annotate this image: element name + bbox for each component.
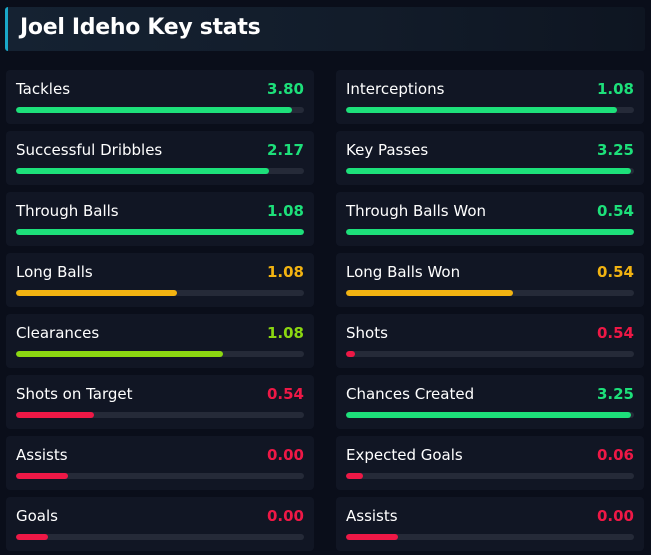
stat-card-expected-goals: Expected Goals 0.06 <box>336 436 644 490</box>
stats-header: Joel Ideho Key stats <box>5 7 645 51</box>
stat-card-shots: Shots 0.54 <box>336 314 644 368</box>
stat-value: 3.25 <box>596 385 634 403</box>
stat-label: Shots on Target <box>16 385 133 403</box>
stat-value: 3.80 <box>266 80 304 98</box>
stat-progress-track <box>346 107 634 113</box>
stat-progress-track <box>16 168 304 174</box>
stat-progress-fill <box>346 351 355 357</box>
stat-progress-fill <box>346 229 634 235</box>
stat-card-tackles: Tackles 3.80 <box>6 70 314 124</box>
stat-card-through-balls-won: Through Balls Won 0.54 <box>336 192 644 246</box>
stat-label: Long Balls <box>16 263 93 281</box>
stat-card-assists: Assists 0.00 <box>336 497 644 551</box>
stat-card-long-balls-won: Long Balls Won 0.54 <box>336 253 644 307</box>
stat-card-through-balls: Through Balls 1.08 <box>6 192 314 246</box>
stat-label: Chances Created <box>346 385 475 403</box>
stat-value: 0.54 <box>266 385 304 403</box>
stat-value: 0.54 <box>596 263 634 281</box>
stat-label: Key Passes <box>346 141 429 159</box>
stat-progress-track <box>16 107 304 113</box>
stat-value: 1.08 <box>266 324 304 342</box>
stat-progress-fill <box>16 534 48 540</box>
stat-label: Expected Goals <box>346 446 463 464</box>
stat-label: Through Balls <box>16 202 119 220</box>
stat-value: 0.00 <box>266 446 304 464</box>
stat-progress-fill <box>346 107 617 113</box>
stat-progress-track <box>346 290 634 296</box>
stat-card-shots-on-target: Shots on Target 0.54 <box>6 375 314 429</box>
stat-label: Assists <box>346 507 398 525</box>
stat-value: 0.54 <box>596 202 634 220</box>
stat-label: Tackles <box>16 80 71 98</box>
stat-progress-track <box>16 229 304 235</box>
stat-progress-fill <box>16 412 94 418</box>
stat-card-long-balls: Long Balls 1.08 <box>6 253 314 307</box>
stat-value: 3.25 <box>596 141 634 159</box>
stat-progress-track <box>16 412 304 418</box>
stat-progress-track <box>346 412 634 418</box>
stat-card-key-passes: Key Passes 3.25 <box>336 131 644 185</box>
stat-progress-fill <box>16 473 68 479</box>
stat-progress-fill <box>16 107 293 113</box>
stat-card-goals: Goals 0.00 <box>6 497 314 551</box>
stat-progress-track <box>16 534 304 540</box>
stat-progress-fill <box>346 412 632 418</box>
stat-progress-track <box>16 351 304 357</box>
page-title: Joel Ideho Key stats <box>20 15 261 40</box>
stat-progress-fill <box>16 290 178 296</box>
stat-card-clearances: Clearances 1.08 <box>6 314 314 368</box>
stat-progress-track <box>16 473 304 479</box>
stat-value: 1.08 <box>266 263 304 281</box>
stat-progress-track <box>346 229 634 235</box>
stat-value: 2.17 <box>266 141 304 159</box>
stat-progress-track <box>346 534 634 540</box>
stat-progress-track <box>16 290 304 296</box>
stat-progress-fill <box>346 473 364 479</box>
stat-value: 0.00 <box>596 507 634 525</box>
stat-progress-track <box>346 473 634 479</box>
stat-progress-fill <box>16 229 304 235</box>
stat-card-chances-created: Chances Created 3.25 <box>336 375 644 429</box>
stat-card-successful-dribbles: Successful Dribbles 2.17 <box>6 131 314 185</box>
stat-value: 0.54 <box>596 324 634 342</box>
stat-label: Successful Dribbles <box>16 141 163 159</box>
stat-label: Goals <box>16 507 58 525</box>
stat-label: Shots <box>346 324 388 342</box>
stat-progress-fill <box>346 290 514 296</box>
stat-progress-fill <box>16 168 270 174</box>
stat-label: Long Balls Won <box>346 263 461 281</box>
stat-label: Through Balls Won <box>346 202 487 220</box>
stat-label: Interceptions <box>346 80 445 98</box>
stat-value: 0.06 <box>596 446 634 464</box>
stat-card-interceptions: Interceptions 1.08 <box>336 70 644 124</box>
stat-value: 1.08 <box>266 202 304 220</box>
stat-label: Clearances <box>16 324 100 342</box>
stat-progress-fill <box>16 351 224 357</box>
stat-progress-fill <box>346 534 398 540</box>
stat-progress-track <box>346 351 634 357</box>
stat-progress-track <box>346 168 634 174</box>
stat-value: 1.08 <box>596 80 634 98</box>
stat-value: 0.00 <box>266 507 304 525</box>
stats-grid: Tackles 3.80 Interceptions 1.08 Successful D… <box>6 70 644 551</box>
stat-progress-fill <box>346 168 632 174</box>
stat-label: Assists <box>16 446 68 464</box>
stat-card-assists: Assists 0.00 <box>6 436 314 490</box>
